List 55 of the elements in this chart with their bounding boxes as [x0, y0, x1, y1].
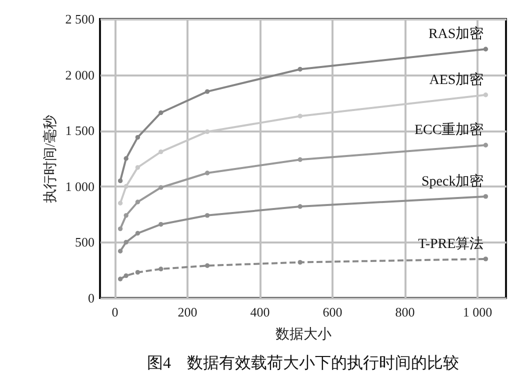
point: [135, 134, 140, 140]
point: [118, 178, 123, 184]
point: [158, 149, 164, 154]
point: [158, 266, 164, 272]
point: [298, 114, 302, 118]
point: [298, 204, 302, 209]
series-label: ECC重加密: [414, 122, 484, 138]
point: [204, 263, 210, 268]
y-tick-label: 2 000: [65, 67, 94, 82]
point: [124, 156, 128, 161]
point: [135, 230, 140, 236]
point: [124, 213, 128, 218]
text: 图4 数据有效载荷大小下的执行时间的比较: [147, 354, 459, 372]
point: [483, 142, 488, 148]
point: [135, 200, 140, 204]
series-label: T-PRE算法: [418, 236, 484, 252]
point: [298, 66, 302, 72]
x-tick-label: 800: [395, 304, 415, 320]
y-tick-label: 2 500: [65, 12, 94, 26]
point: [204, 213, 210, 218]
point: [124, 184, 128, 189]
point: [483, 256, 488, 262]
series-label: RAS加密: [428, 26, 484, 42]
series-label: Speck加密: [421, 173, 484, 190]
point: [135, 270, 140, 275]
point: [204, 170, 210, 176]
x-axis-title: 数据大小: [276, 326, 332, 342]
x-tick-label: 200: [178, 304, 198, 320]
y-tick-label: 1 500: [65, 123, 94, 138]
x-tick-label: 400: [250, 304, 270, 320]
point: [204, 89, 210, 94]
point: [124, 240, 128, 245]
y-axis-title: 执行时间/毫秒: [42, 115, 58, 203]
point: [118, 226, 123, 232]
point: [298, 157, 302, 162]
series-label: AES加密: [429, 72, 484, 88]
point: [483, 92, 488, 98]
point: [158, 222, 164, 227]
y-tick-label: 1 000: [65, 178, 94, 194]
x-tick-label: 600: [322, 304, 342, 320]
point: [118, 276, 123, 282]
point: [118, 248, 123, 254]
point: [483, 46, 488, 52]
point: [135, 165, 140, 170]
y-tick-label: 500: [75, 234, 94, 250]
point: [158, 110, 164, 116]
point: [483, 194, 488, 199]
y-tick-label: 0: [88, 290, 94, 306]
point: [204, 129, 210, 134]
point: [118, 200, 123, 206]
point: [158, 185, 164, 190]
x-tick-label: 0: [112, 304, 118, 320]
x-tick-label: 1 000: [462, 304, 492, 320]
point: [124, 273, 128, 278]
point: [298, 260, 302, 265]
